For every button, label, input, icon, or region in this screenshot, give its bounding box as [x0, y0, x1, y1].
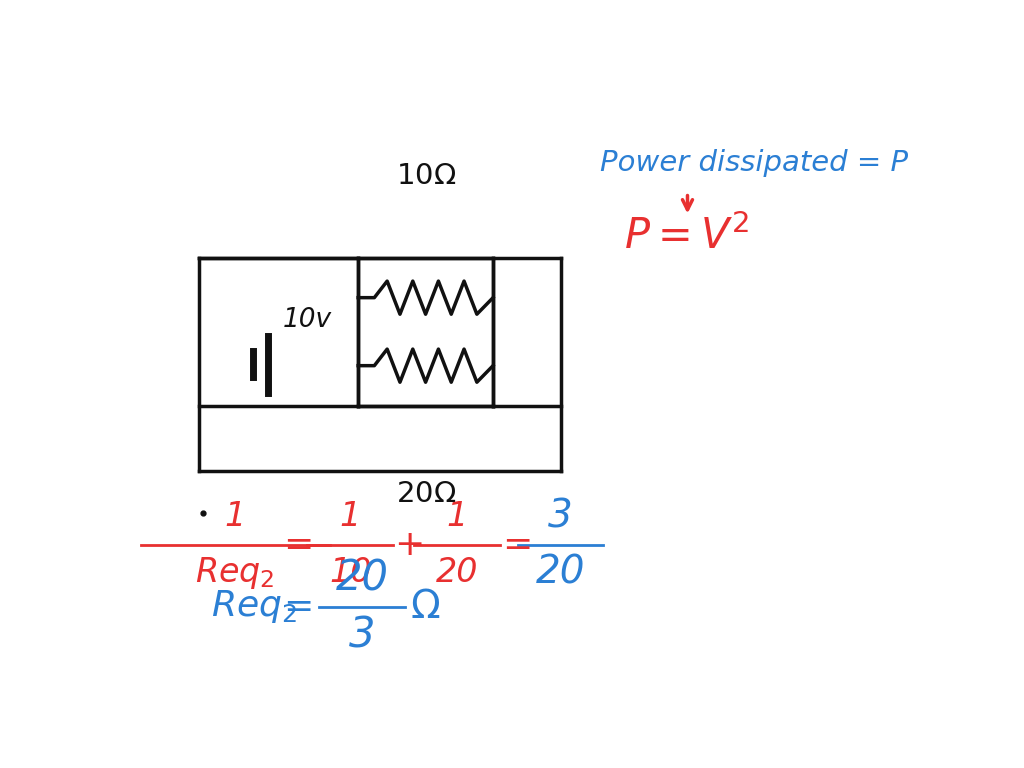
Text: 1: 1 — [224, 500, 246, 533]
Text: =: = — [502, 528, 532, 561]
Text: 10v: 10v — [283, 307, 332, 333]
Text: $20\Omega$: $20\Omega$ — [395, 479, 456, 508]
Text: +: + — [394, 528, 425, 561]
Text: 20: 20 — [436, 557, 478, 589]
Text: 1: 1 — [340, 500, 360, 533]
Text: 3: 3 — [349, 614, 376, 656]
Text: =: = — [284, 590, 313, 624]
Text: $Req_2$: $Req_2$ — [196, 555, 274, 591]
Text: =: = — [284, 528, 313, 561]
Text: $\Omega$: $\Omega$ — [410, 588, 440, 626]
Text: $10\Omega$: $10\Omega$ — [395, 162, 456, 190]
Text: 1: 1 — [446, 500, 468, 533]
Text: Power dissipated = P: Power dissipated = P — [600, 149, 908, 177]
Text: 20: 20 — [336, 558, 389, 599]
Text: 20: 20 — [536, 554, 586, 592]
Text: $P= V^2$: $P= V^2$ — [624, 216, 750, 258]
Text: 10: 10 — [329, 557, 372, 589]
Text: 3: 3 — [548, 497, 572, 535]
Text: $Req_2$: $Req_2$ — [211, 588, 297, 625]
